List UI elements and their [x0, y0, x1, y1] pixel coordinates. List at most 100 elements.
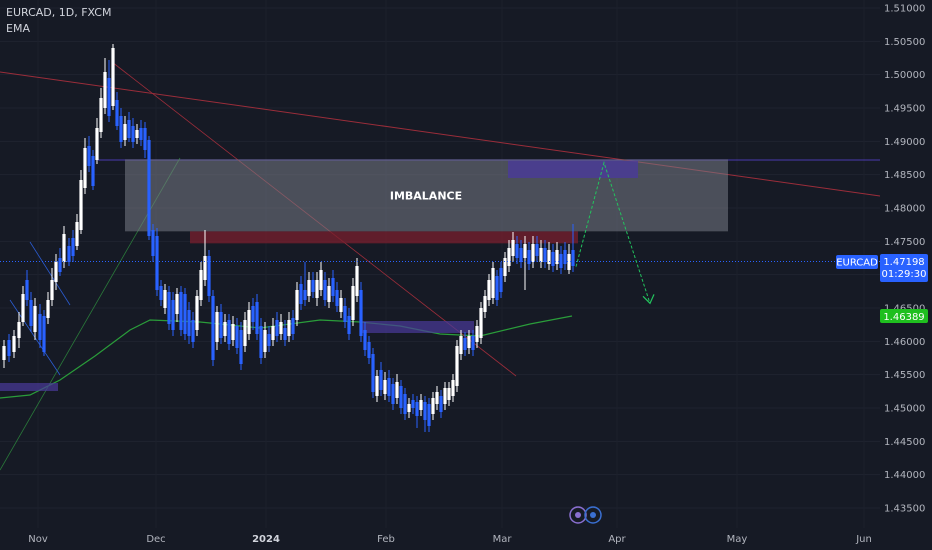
candle-body — [403, 394, 407, 414]
candle-body — [547, 250, 551, 264]
candle-body — [67, 246, 71, 262]
candle-body — [155, 236, 159, 290]
indicator-legend[interactable]: EMA — [6, 22, 30, 35]
purple-zone-top — [508, 160, 638, 179]
candle-body — [519, 248, 523, 262]
candle-body — [503, 258, 507, 276]
time-tick-label: 2024 — [252, 534, 280, 545]
candle-body — [539, 248, 543, 262]
candle-body — [327, 286, 331, 302]
candle-body — [29, 300, 33, 326]
candle-body — [467, 336, 471, 348]
candle-body — [443, 388, 447, 404]
candle-body — [123, 124, 127, 140]
projection-arrowhead — [642, 294, 655, 305]
candle-body — [42, 316, 46, 352]
candle-body — [395, 382, 399, 398]
candle-body — [223, 322, 227, 336]
price-tick-label: 1.48500 — [884, 170, 925, 181]
purple-zone-mid — [362, 321, 474, 333]
candle-body — [17, 322, 21, 338]
candle-body — [399, 386, 403, 408]
candle-body — [287, 320, 291, 336]
grid — [0, 7, 880, 509]
candle-body — [563, 250, 567, 264]
candle-body — [243, 320, 247, 346]
candle-body — [211, 296, 215, 360]
candle-body — [107, 78, 111, 116]
candle-body — [439, 396, 443, 412]
candle-body — [423, 402, 427, 420]
candle-body — [383, 380, 387, 394]
candle-body — [263, 330, 267, 352]
symbol-tag-box — [836, 255, 878, 269]
candle-body — [163, 290, 167, 308]
price-tick-label: 1.50500 — [884, 37, 925, 48]
candle-body — [415, 402, 419, 416]
candle-body — [367, 342, 371, 358]
price-tick-label: 1.44500 — [884, 437, 925, 448]
price-tick-label: 1.49000 — [884, 137, 925, 148]
candle-body — [247, 310, 251, 334]
candle-body — [411, 400, 415, 408]
descending-trendline — [0, 71, 881, 197]
candle-body — [21, 294, 25, 322]
candle-body — [38, 314, 42, 340]
candle-body — [311, 280, 315, 292]
candle-body — [58, 258, 62, 272]
candle-body — [483, 296, 487, 312]
price-tick-label: 1.45500 — [884, 370, 925, 381]
candle-body — [187, 310, 191, 336]
symbol-price-tag: EURCAD 1.47198 01:29:30 — [836, 254, 928, 282]
candle-body — [139, 128, 143, 140]
red-zone — [190, 231, 578, 244]
candle-body — [375, 376, 379, 396]
candle-body — [127, 120, 131, 138]
candle-body — [207, 256, 211, 296]
symbol-legend[interactable]: EURCAD, 1D, FXCM — [6, 6, 111, 19]
time-tick-label: May — [727, 534, 748, 545]
time-axis[interactable]: Nov Dec 2024 Feb Mar Apr May Jun — [28, 534, 872, 545]
candle-body — [275, 320, 279, 336]
candle-body — [195, 296, 199, 330]
candle-body — [307, 280, 311, 296]
candle-body — [427, 404, 431, 426]
replay-icon[interactable] — [569, 506, 602, 524]
candle-body — [339, 298, 343, 312]
candle-body — [87, 146, 91, 166]
candle-body — [295, 290, 299, 320]
price-tick-label: 1.51000 — [884, 4, 925, 15]
price-tick-label: 1.43500 — [884, 504, 925, 515]
purple-zone-left — [0, 383, 58, 391]
candle-body — [50, 280, 54, 300]
candle-body — [279, 322, 283, 334]
price-tick-label: 1.45000 — [884, 404, 925, 415]
candle-body — [531, 244, 535, 262]
candle-body — [527, 250, 531, 264]
symbol-tag-text: EURCAD — [836, 258, 878, 269]
candle-body — [543, 248, 547, 262]
candle-body — [491, 268, 495, 298]
time-tick-label: Apr — [608, 534, 626, 545]
candle-body — [495, 276, 499, 300]
candle-body — [83, 148, 87, 188]
candle-body — [239, 330, 243, 364]
candle-body — [291, 318, 295, 334]
candle-body — [499, 268, 503, 292]
candle-body — [387, 378, 391, 396]
price-tick-label: 1.48000 — [884, 204, 925, 215]
candle-body — [315, 280, 319, 298]
candle-body — [351, 286, 355, 320]
candle-body — [227, 320, 231, 344]
candle-body — [167, 292, 171, 324]
candle-body — [91, 156, 95, 186]
candle-body — [471, 336, 475, 350]
candle-body — [62, 234, 66, 262]
candle-body — [151, 230, 155, 256]
candle-body — [259, 326, 263, 358]
candle-body — [267, 334, 271, 346]
candle-body — [215, 312, 219, 342]
projection-arrow[interactable] — [575, 160, 655, 305]
last-price-box — [880, 254, 928, 282]
